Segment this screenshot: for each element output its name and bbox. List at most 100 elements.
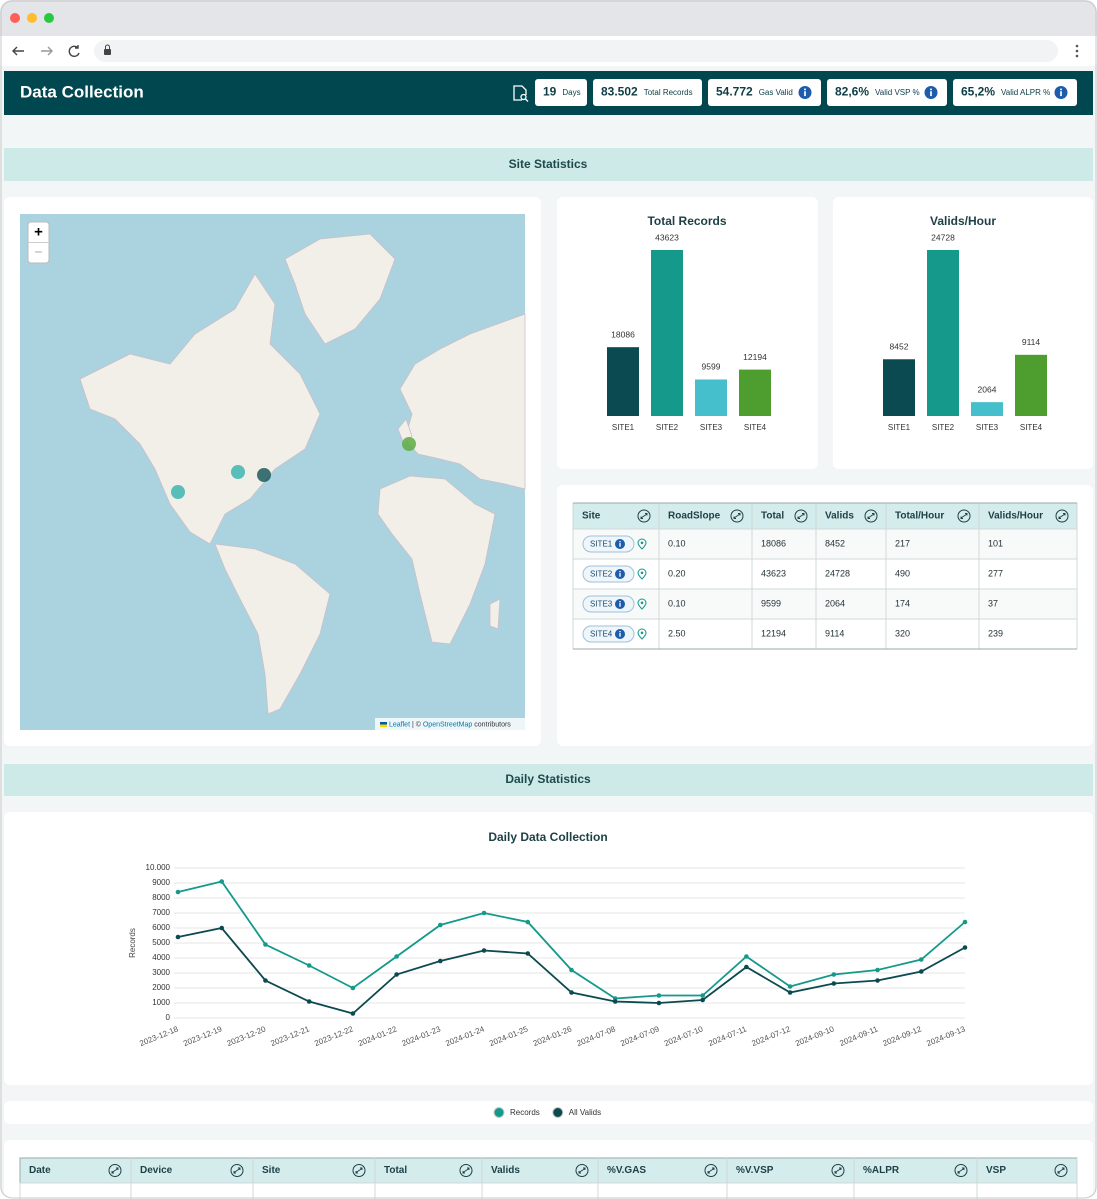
legend-label[interactable]: All Valids: [569, 1108, 601, 1117]
location-icon[interactable]: [637, 628, 647, 640]
sort-icon[interactable]: [459, 1164, 473, 1177]
site-name: SITE4: [590, 630, 613, 639]
search-icon[interactable]: [513, 85, 529, 102]
sort-icon[interactable]: [575, 1164, 589, 1177]
data-point: [962, 919, 968, 925]
column-header[interactable]: Site: [582, 511, 601, 522]
table-cell: 2064: [825, 598, 845, 608]
info-glyph: [619, 540, 621, 543]
legend-swatch[interactable]: [552, 1107, 564, 1118]
section-title: Site Statistics: [509, 157, 588, 171]
column-header[interactable]: Date: [29, 1165, 51, 1176]
minimize-button[interactable]: [27, 13, 37, 23]
site-marker[interactable]: [402, 437, 416, 451]
location-icon[interactable]: [637, 568, 647, 580]
sort-icon[interactable]: [1055, 509, 1069, 523]
info-glyph: [619, 573, 621, 577]
data-point: [394, 954, 399, 959]
site-marker[interactable]: [257, 468, 271, 482]
forward-button[interactable]: [41, 46, 53, 56]
attribution-link[interactable]: OpenStreetMap: [423, 721, 473, 728]
data-label: 12194: [743, 352, 767, 362]
sort-icon[interactable]: [954, 1164, 968, 1177]
location-dot: [640, 631, 644, 635]
sort-icon[interactable]: [1054, 1164, 1068, 1177]
stat-chip: [535, 79, 587, 106]
sort-icon[interactable]: [831, 1164, 845, 1177]
column-header[interactable]: VSP: [986, 1165, 1006, 1176]
data-point: [263, 942, 268, 947]
menu-button[interactable]: [1075, 44, 1079, 58]
column-header[interactable]: RoadSlope: [668, 511, 721, 522]
sort-icon[interactable]: [704, 1164, 718, 1177]
info-glyph: [804, 88, 806, 91]
map[interactable]: + − Leaflet | © OpenStreetMap contributo…: [20, 214, 526, 730]
location-icon[interactable]: [637, 538, 647, 550]
site-marker[interactable]: [171, 485, 185, 499]
table-cell: 12194: [761, 628, 786, 638]
app-title: Data Collection: [20, 82, 144, 101]
data-point: [306, 963, 312, 968]
y-tick-label: 9000: [152, 878, 170, 887]
column-header[interactable]: Valids: [491, 1165, 520, 1176]
column-header[interactable]: Valids: [825, 511, 854, 522]
stat-label: Gas Valid: [759, 88, 793, 97]
legend-label[interactable]: Records: [510, 1108, 540, 1117]
reload-button[interactable]: [68, 45, 80, 58]
section-bar: [4, 764, 1093, 796]
column-header[interactable]: %ALPR: [863, 1165, 900, 1176]
sort-glyph: [733, 513, 741, 519]
sort-icon[interactable]: [352, 1164, 366, 1177]
column-header[interactable]: %V.VSP: [736, 1165, 774, 1176]
site-name: SITE3: [590, 600, 613, 609]
close-button[interactable]: [10, 13, 20, 23]
back-button[interactable]: [12, 46, 24, 56]
info-glyph: [619, 600, 621, 603]
sort-glyph: [462, 1167, 470, 1174]
column-header[interactable]: Device: [140, 1165, 173, 1176]
sort-icon[interactable]: [864, 509, 878, 523]
sort-icon[interactable]: [108, 1164, 122, 1177]
sort-icon[interactable]: [230, 1164, 244, 1177]
table-cell: 0.10: [668, 538, 686, 548]
stat-chip: [708, 79, 821, 106]
location-dot: [640, 601, 644, 605]
data-label: 2064: [978, 384, 997, 394]
sort-icon[interactable]: [730, 509, 744, 523]
sort-icon[interactable]: [957, 509, 971, 523]
chart-card: [557, 197, 818, 469]
sort-glyph: [640, 513, 648, 519]
legend-swatch[interactable]: [493, 1107, 505, 1118]
table-row: [573, 559, 1077, 589]
column-header[interactable]: %V.GAS: [607, 1165, 646, 1176]
sort-icon[interactable]: [794, 509, 808, 523]
zoom-in[interactable]: +: [34, 223, 43, 240]
sort-icon[interactable]: [637, 509, 651, 523]
address-bar[interactable]: [94, 40, 1058, 62]
data-point: [481, 910, 487, 916]
maximize-button[interactable]: [44, 13, 54, 23]
flag-icon: [380, 724, 387, 727]
column-header[interactable]: Total: [761, 511, 784, 522]
table-cell: 2.50: [668, 628, 686, 638]
location-icon[interactable]: [637, 598, 647, 610]
column-header[interactable]: Total: [384, 1165, 407, 1176]
data-point: [744, 954, 749, 959]
column-header[interactable]: Valids/Hour: [988, 511, 1043, 522]
stat-label: Total Records: [644, 88, 693, 97]
data-point: [700, 993, 705, 998]
data-point: [831, 981, 837, 986]
attribution-link[interactable]: Leaflet: [389, 721, 410, 728]
column-header[interactable]: Site: [262, 1165, 281, 1176]
stat-chip: [827, 79, 947, 106]
zoom-out[interactable]: −: [34, 244, 42, 260]
section-bar: [4, 148, 1093, 181]
data-label: 9599: [702, 362, 721, 372]
data-point: [744, 964, 749, 970]
site-marker[interactable]: [231, 465, 245, 479]
sort-glyph: [1057, 1167, 1065, 1174]
attribution-text: contributors: [474, 721, 511, 728]
y-tick-label: 5000: [152, 938, 170, 947]
stat-label: Valid VSP %: [875, 88, 920, 97]
column-header[interactable]: Total/Hour: [895, 511, 944, 522]
